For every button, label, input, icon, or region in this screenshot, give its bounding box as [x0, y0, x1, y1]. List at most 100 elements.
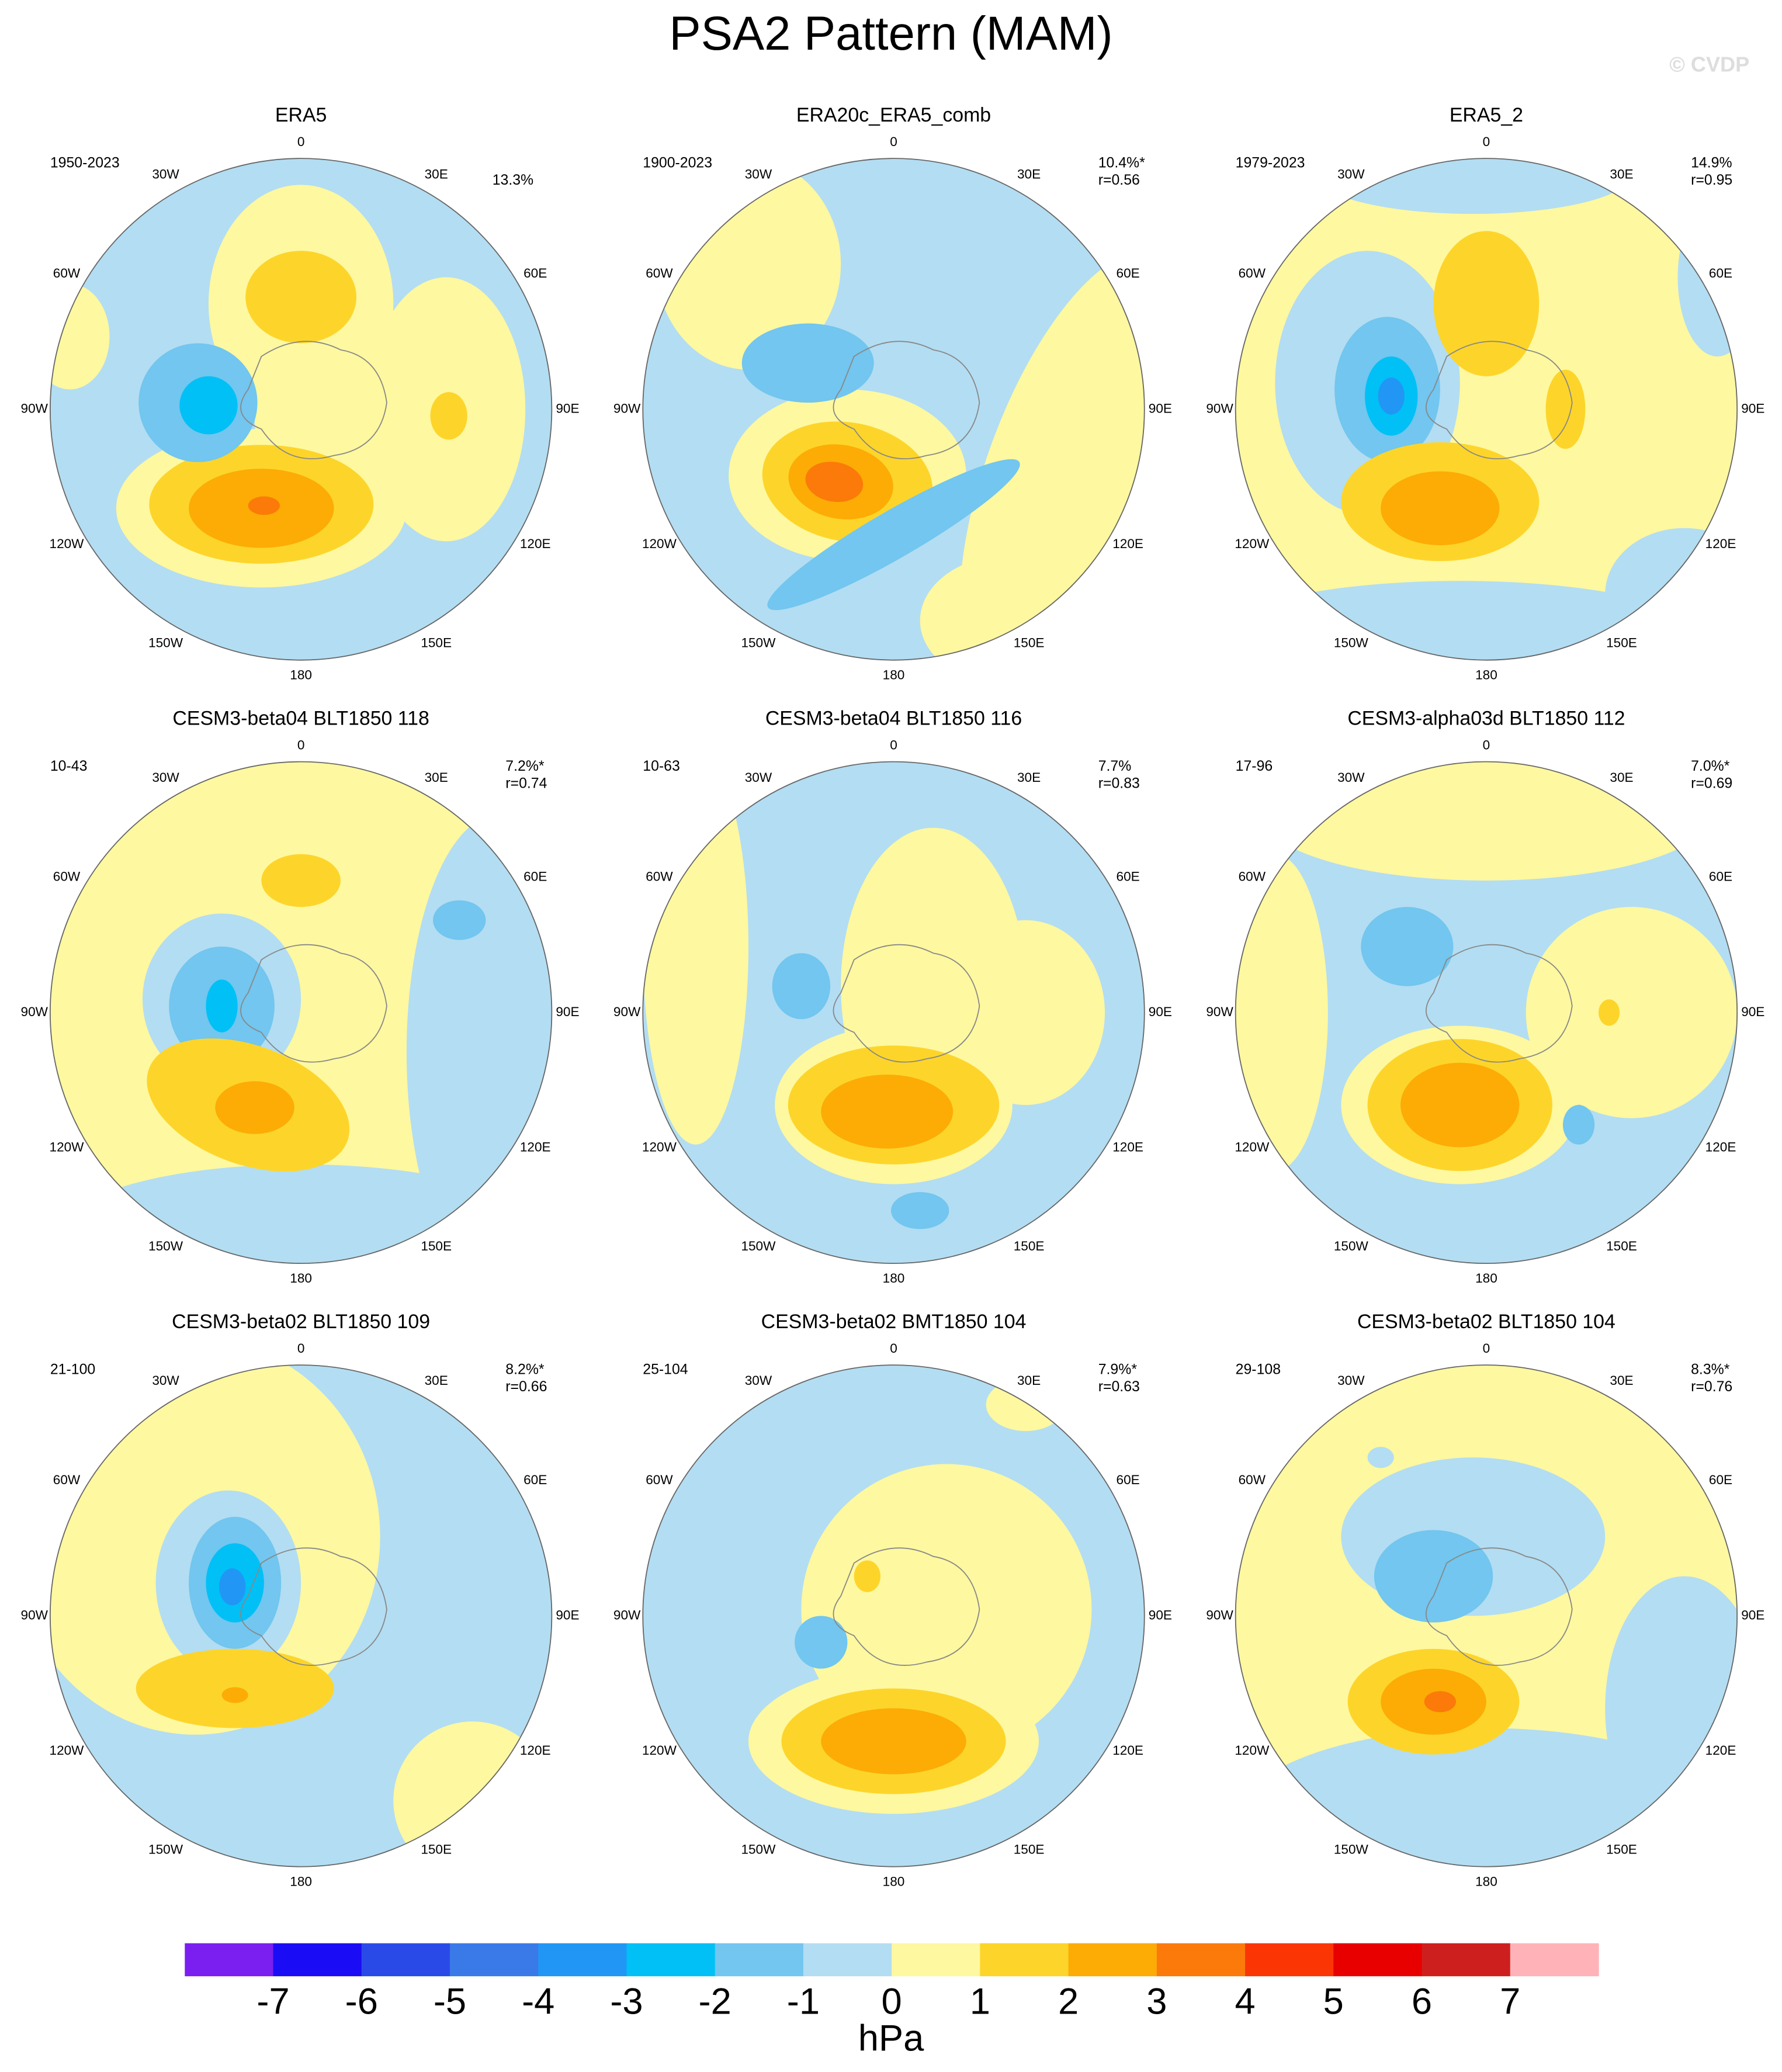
longitude-label: 60W — [646, 1472, 673, 1487]
map-field — [643, 761, 1145, 1264]
longitude-label: 120W — [1235, 536, 1270, 551]
map-panel: CESM3-beta02 BLT1850 109 21-100 8.2%*r=0.6… — [21, 1311, 580, 1889]
contour-region — [1381, 471, 1500, 546]
longitude-label: 30E — [1610, 1373, 1633, 1388]
colorbar-tick-label: 6 — [1412, 1981, 1432, 2022]
colorbar-box — [1333, 1943, 1423, 1977]
longitude-label: 90W — [613, 1607, 641, 1622]
coastline — [833, 341, 980, 459]
longitude-label: 180 — [290, 668, 312, 682]
contour-region — [219, 1568, 246, 1606]
coastline — [833, 1547, 980, 1666]
longitude-label: 30W — [1337, 1373, 1365, 1388]
contour-region — [245, 251, 356, 344]
longitude-label: 150W — [1334, 635, 1369, 650]
longitude-label: 180 — [290, 1874, 312, 1889]
longitude-label: 120E — [1705, 1139, 1736, 1154]
longitude-label: 120W — [1235, 1743, 1270, 1758]
longitude-label: 150E — [421, 1239, 452, 1253]
contour-region — [215, 1081, 294, 1134]
coastline — [1425, 944, 1573, 1063]
contour-region — [1361, 907, 1454, 986]
colorbar-box — [803, 1943, 892, 1977]
colorbar-box — [1422, 1943, 1511, 1977]
map-border — [1235, 761, 1738, 1264]
longitude-label: 180 — [290, 1271, 312, 1286]
contour-region — [430, 392, 467, 440]
longitude-label: 0 — [1483, 1341, 1490, 1356]
contour-region — [206, 979, 238, 1032]
longitude-label: 30W — [152, 770, 179, 785]
panel-correlation: r=0.74 — [505, 776, 547, 792]
contour-region — [1378, 377, 1405, 415]
panel-years: 1950-2023 — [50, 155, 120, 171]
longitude-label: 150W — [741, 1842, 776, 1856]
colorbar-tick-label: -5 — [434, 1981, 466, 2022]
longitude-label: 120W — [1235, 1139, 1270, 1154]
colorbar-tick-label: -6 — [345, 1981, 378, 2022]
colorbar-box — [449, 1943, 539, 1977]
longitude-label: 60W — [1239, 869, 1266, 883]
map-field — [50, 158, 552, 660]
longitude-label: 120W — [50, 1743, 85, 1758]
longitude-label: 120W — [642, 536, 677, 551]
longitude-label: 90E — [556, 1607, 579, 1622]
longitude-label: 30E — [1017, 1373, 1041, 1388]
contour-region — [1424, 1691, 1456, 1713]
panel-title: ERA5_2 — [1450, 104, 1523, 126]
contour-region — [221, 1687, 248, 1703]
colorbar-tick-label: 1 — [970, 1981, 990, 2022]
contour-region — [741, 323, 874, 403]
longitude-label: 90E — [1741, 1004, 1764, 1019]
figure-title: PSA2 Pattern (MAM) — [669, 7, 1112, 60]
map-border — [1235, 158, 1738, 661]
colorbar-box — [715, 1943, 804, 1977]
longitude-label: 180 — [883, 668, 905, 682]
longitude-label: 30E — [1017, 770, 1041, 785]
coastline — [1425, 1547, 1573, 1666]
longitude-label: 90E — [1741, 401, 1764, 415]
longitude-label: 0 — [297, 134, 305, 149]
contour-region — [1235, 854, 1328, 1171]
map-border — [49, 1364, 553, 1867]
contour-region — [248, 496, 280, 515]
contour-region — [795, 1616, 848, 1669]
contour-region — [1315, 158, 1632, 214]
map-panel: ERA5_2 1979-2023 14.9%r=0.95 0 30E 60E 90E 120E… — [1206, 104, 1764, 682]
longitude-label: 150W — [741, 1239, 776, 1253]
longitude-label: 150W — [148, 1842, 183, 1856]
longitude-label: 120E — [520, 1139, 551, 1154]
panel-variance: 7.7% — [1098, 758, 1132, 774]
longitude-label: 90W — [21, 1004, 48, 1019]
longitude-label: 30W — [152, 167, 179, 181]
colorbar-tick-label: 3 — [1146, 1981, 1167, 2022]
colorbar-box — [1510, 1943, 1599, 1977]
contour-region — [920, 554, 1105, 660]
contour-region — [805, 462, 864, 503]
longitude-label: 90W — [21, 401, 48, 415]
panel-years: 10-63 — [643, 758, 680, 774]
map-border — [642, 158, 1145, 661]
panel-years: 1900-2023 — [643, 155, 712, 171]
colorbar-tick-label: 0 — [882, 1981, 902, 2022]
map-panel: CESM3-beta02 BLT1850 104 29-108 8.3%*r=0.7… — [1206, 1311, 1764, 1889]
longitude-label: 150W — [741, 635, 776, 650]
contour-region — [643, 761, 748, 1145]
longitude-label: 0 — [890, 1341, 897, 1356]
longitude-label: 60W — [646, 266, 673, 280]
longitude-label: 120W — [50, 1139, 85, 1154]
contour-region — [1598, 999, 1620, 1026]
map-border — [49, 158, 553, 661]
longitude-label: 30E — [425, 1373, 448, 1388]
panel-variance: 8.3%* — [1691, 1362, 1730, 1378]
panel-years: 1979-2023 — [1236, 155, 1305, 171]
longitude-label: 30E — [425, 770, 448, 785]
longitude-label: 30E — [1017, 167, 1041, 181]
colorbar-box — [980, 1943, 1069, 1977]
longitude-label: 120W — [642, 1139, 677, 1154]
longitude-label: 150W — [148, 635, 183, 650]
panel-title: CESM3-beta02 BLT1850 109 — [172, 1311, 430, 1333]
longitude-label: 30W — [745, 770, 772, 785]
